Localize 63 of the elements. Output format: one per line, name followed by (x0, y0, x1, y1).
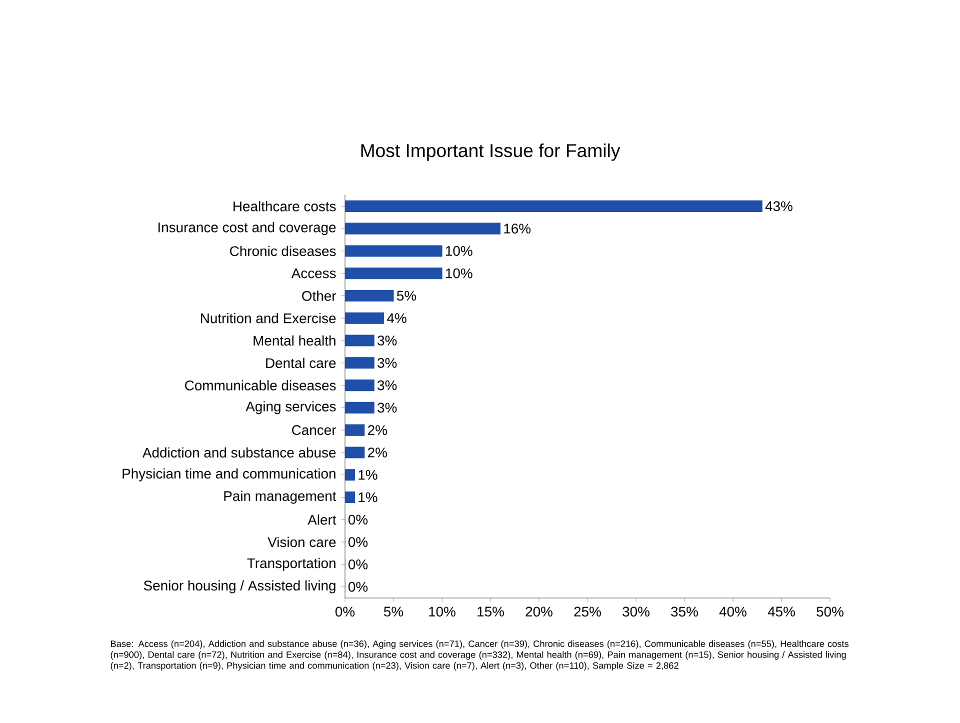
data-label: 3% (378, 380, 397, 390)
y-tick-label: Transportation (247, 558, 336, 571)
y-tick-label: Senior housing / Assisted living (144, 580, 336, 594)
text: Base: Access (n=204), Addiction and substance abuse (n=36), Aging services (n=71), Cancer (n=39), Chronic diseases (n=216), Communicable diseases (n=55), Healthcare costs (n=900), Dental care (n=72), Nutrition and Exercise (n=84), Insurance cost and coverage (n=332), Mental health (n=69), Pain management (n=15), Senior housing / Assisted living (n=2), Transportation (n=9), Physician time and communication (n=23), Vision care (n=7), Alert (n=3), Other (n=110), Sample Size = 2,862 (110, 640, 849, 671)
x-tick-label: 10% (429, 606, 456, 617)
bar (345, 222, 500, 234)
data-label: 0% (348, 559, 368, 570)
data-label: 0% (348, 514, 368, 525)
bar (345, 357, 374, 369)
data-label: 43% (765, 201, 792, 212)
bar (345, 424, 365, 436)
bar (345, 245, 442, 257)
bar (345, 334, 374, 346)
data-label: 10% (446, 268, 472, 278)
data-label: 3% (378, 336, 397, 346)
y-tick-label: Alert (308, 514, 336, 525)
y-tick-label: Aging services (246, 401, 336, 414)
bar (345, 469, 355, 481)
y-tick-label: Vision care (268, 536, 336, 548)
x-tick-label: 20% (526, 606, 552, 617)
y-tick-label: Other (302, 290, 336, 301)
y-tick-label: Nutrition and Exercise (201, 313, 336, 324)
bar (345, 446, 365, 458)
x-tick-label: 45% (768, 606, 795, 617)
x-tick-label: 35% (671, 606, 698, 617)
data-label: 4% (387, 313, 406, 324)
y-tick-label: Cancer (292, 425, 336, 436)
chart-title: Most Important Issue for Family (361, 144, 620, 161)
bar (345, 200, 762, 212)
x-tick-label: 40% (719, 606, 746, 617)
bar (345, 402, 374, 414)
y-tick-label: Dental care (266, 358, 336, 368)
bar (345, 380, 374, 392)
x-tick-label: 0% (335, 606, 355, 617)
data-label: 10% (446, 246, 472, 256)
data-label: 1% (358, 492, 378, 502)
x-tick-label: 50% (816, 606, 844, 617)
y-tick-label: Pain management (224, 490, 336, 504)
x-tick-label: 15% (478, 606, 504, 617)
y-tick-label: Mental health (254, 335, 336, 346)
y-tick-label: Communicable diseases (185, 380, 336, 390)
data-label: 0% (348, 582, 368, 592)
y-tick-label: Insurance cost and coverage (158, 222, 336, 236)
bar (345, 290, 394, 302)
y-tick-label: Addiction and substance abuse (142, 447, 336, 458)
x-tick-label: 5% (384, 606, 404, 617)
data-label: 5% (396, 290, 416, 301)
y-tick-label: Chronic diseases (230, 246, 336, 256)
data-label: 2% (368, 448, 387, 458)
y-tick-label: Access (291, 268, 336, 278)
y-tick-label: Healthcare costs (234, 201, 336, 212)
data-label: 0% (348, 537, 368, 547)
data-label: 3% (378, 402, 397, 413)
x-tick-label: 25% (574, 606, 601, 617)
y-tick-label: Physician time and communication (122, 468, 336, 482)
bar (345, 312, 384, 324)
data-label: 1% (358, 470, 378, 480)
data-label: 16% (504, 224, 531, 234)
data-label: 3% (378, 358, 397, 368)
bar (345, 491, 355, 504)
x-tick-label: 30% (622, 606, 650, 617)
data-label: 2% (368, 425, 387, 435)
bar (345, 268, 442, 280)
